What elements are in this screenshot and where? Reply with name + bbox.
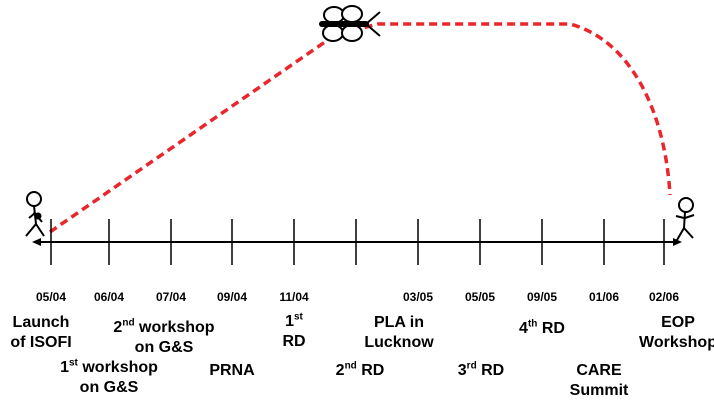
event-text: workshop [134,319,215,336]
ordinal-suffix: th [527,318,538,330]
progress-path [49,22,672,234]
event-line: Launch [10,313,71,333]
event-text: Summit [569,382,629,399]
event-line: Lucknow [364,333,433,353]
event-line: PRNA [209,361,254,381]
event-text: of ISOFI [10,334,72,351]
event-line: 1st [282,312,305,332]
event-second-rd: 2nd RD [336,361,385,381]
event-text: 1 [285,313,294,330]
event-text: 1 [60,359,69,376]
ordinal-suffix: nd [122,317,135,329]
event-line: 1st workshop [60,358,158,378]
date-label: 05/05 [464,290,496,304]
event-text: RD [356,362,385,379]
event-care-summit: CARE Summit [570,361,629,401]
ordinal-suffix: st [293,311,303,323]
event-line: 4th RD [519,319,565,339]
event-text: Launch [12,314,70,331]
event-line: 2nd workshop [113,318,214,338]
ordinal-suffix: nd [344,360,357,372]
stick-figure-start-icon [25,191,45,237]
date-label: 05/04 [35,290,67,304]
event-launch: Launch of ISOFI [10,313,71,353]
event-line: Workshop [639,333,714,353]
event-text: 2 [113,319,123,336]
event-line: of ISOFI [10,333,71,353]
event-line: on G&S [60,378,158,398]
event-fourth-rd: 4th RD [519,319,565,339]
event-text: CARE [576,362,622,379]
event-text: PLA in [373,314,425,331]
date-label: 09/04 [216,290,248,304]
event-prna: PRNA [209,361,254,381]
event-text: PRNA [209,362,255,379]
event-line: RD [282,332,305,352]
event-third-rd: 3rd RD [458,361,504,381]
event-line: PLA in [364,313,433,333]
event-text: 4 [519,320,528,337]
date-label: 07/04 [155,290,187,304]
stick-figure-end-icon [675,197,695,241]
event-line: on G&S [113,338,214,358]
event-text: on G&S [134,339,194,356]
event-first-workshop: 1st workshop on G&S [60,358,158,398]
event-line: 3rd RD [458,361,504,381]
timeline-axis [32,238,682,246]
event-text: 2 [335,362,345,379]
event-first-rd: 1st RD [282,312,305,352]
timeline-ticks [50,219,665,265]
date-label: 11/04 [279,290,309,304]
event-text: 3 [457,362,467,379]
event-text: RD [476,362,505,379]
event-pla-lucknow: PLA in Lucknow [364,313,433,353]
date-label: 01/06 [588,290,620,304]
butterfly-icon [319,5,381,42]
event-text: workshop [77,359,158,376]
event-text: on G&S [79,379,139,396]
event-text: Lucknow [364,334,434,351]
date-label: 03/05 [402,290,434,304]
event-text: Workshop [639,334,714,351]
date-label: 09/05 [526,290,558,304]
ordinal-suffix: st [68,357,78,369]
event-text: EOP [661,314,695,331]
event-text: RD [537,320,565,337]
event-text: RD [282,333,306,350]
event-line: Summit [570,381,629,401]
event-line: CARE [570,361,629,381]
event-line: EOP [639,313,714,333]
ordinal-suffix: rd [466,360,477,372]
date-label: 06/04 [93,290,125,304]
event-eop-workshop: EOP Workshop [639,313,714,353]
date-label: 02/06 [648,290,680,304]
event-line: 2nd RD [336,361,385,381]
event-second-workshop: 2nd workshop on G&S [113,318,214,358]
